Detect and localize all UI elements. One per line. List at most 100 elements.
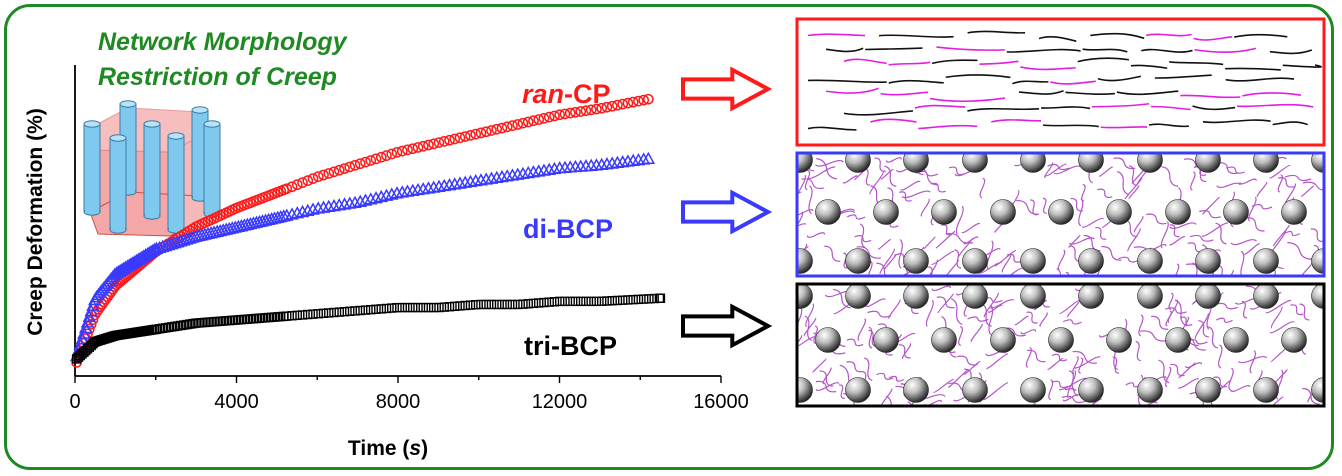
x-ticks: 0 4000 8000 12000 16000 [69, 376, 749, 413]
data-point [633, 294, 644, 305]
data-point [203, 317, 213, 327]
x-axis-label: Time (s) [348, 437, 428, 460]
data-point [279, 311, 289, 322]
data-point [206, 317, 216, 327]
data-point [450, 301, 460, 312]
data-point [581, 296, 591, 307]
data-point [324, 308, 334, 318]
data-point [374, 189, 389, 203]
data-point [433, 137, 445, 148]
data-point [287, 311, 297, 321]
data-point [363, 192, 378, 205]
data-point [623, 295, 633, 305]
x-tick-label: 12000 [532, 391, 588, 413]
data-point [251, 313, 262, 324]
data-point [655, 293, 666, 303]
data-point [591, 103, 602, 115]
data-point [303, 309, 313, 320]
data-point [428, 138, 440, 150]
data-point [423, 139, 434, 151]
arrow-icon [681, 66, 773, 112]
data-point [318, 169, 329, 181]
data-point [248, 314, 259, 324]
data-point [408, 302, 418, 313]
data-point [295, 204, 310, 218]
x-tick-label: 4000 [214, 391, 259, 413]
data-point [272, 312, 283, 322]
di-bcp-label: di-BCP [523, 214, 613, 244]
data-point [236, 314, 247, 325]
data-point [439, 302, 449, 312]
data-point [242, 314, 253, 324]
data-point [391, 147, 403, 158]
data-point [586, 296, 596, 307]
random-copolymer-chains-icon [795, 17, 1326, 147]
data-point [381, 303, 392, 314]
data-point [642, 93, 654, 105]
data-point [612, 99, 623, 111]
data-point [528, 298, 539, 309]
data-point [281, 183, 293, 195]
data-point [644, 294, 654, 304]
data-point [418, 302, 428, 313]
data-point [534, 298, 544, 308]
data-point [360, 156, 371, 168]
data-point [290, 206, 305, 219]
data-point [465, 300, 476, 310]
diblock-network-icon [795, 151, 1326, 278]
data-point [596, 102, 608, 114]
data-point [638, 294, 649, 304]
data-point [465, 129, 476, 141]
data-point [507, 299, 518, 310]
data-point [559, 108, 571, 120]
data-point [209, 317, 219, 327]
data-point [358, 193, 373, 206]
data-point [539, 297, 549, 308]
data-point [438, 136, 450, 147]
data-point [197, 317, 207, 328]
data-point [227, 315, 237, 326]
data-point [628, 294, 638, 305]
data-point [263, 312, 274, 323]
data-point [518, 299, 528, 309]
data-point [360, 305, 371, 315]
outer-frame [4, 4, 1334, 470]
data-point [266, 312, 277, 323]
data-point [221, 316, 231, 326]
data-point [502, 299, 512, 310]
data-point [564, 107, 576, 119]
arrows [681, 66, 773, 349]
data-point [413, 302, 423, 313]
data-point [307, 173, 319, 184]
data-point [575, 296, 586, 307]
data-point [349, 159, 361, 171]
data-point [475, 127, 487, 139]
data-point [323, 168, 335, 179]
data-point [339, 307, 350, 317]
data-point [423, 302, 434, 313]
data-point [387, 303, 397, 313]
x-tick-label: 8000 [376, 391, 421, 413]
data-point [308, 309, 318, 319]
data-point [269, 312, 280, 322]
data-point [230, 315, 240, 325]
data-point [218, 316, 228, 326]
data-point [376, 304, 386, 314]
data-point [641, 151, 656, 165]
tri-bcp-label: tri-BCP [524, 331, 617, 361]
title-line-2: Restriction of Creep [98, 63, 337, 91]
data-point [354, 158, 366, 170]
data-point [429, 302, 439, 313]
data-point [328, 166, 340, 178]
y-axis-label: Creep Deformation (%) [24, 108, 47, 336]
data-point [366, 304, 376, 315]
data-point [302, 175, 314, 186]
data-point [517, 117, 529, 129]
data-point [245, 314, 256, 324]
data-point [513, 299, 523, 310]
data-point [549, 297, 560, 307]
data-point [407, 143, 419, 155]
data-point [371, 304, 381, 314]
data-point [555, 296, 565, 307]
data-point [454, 132, 466, 144]
